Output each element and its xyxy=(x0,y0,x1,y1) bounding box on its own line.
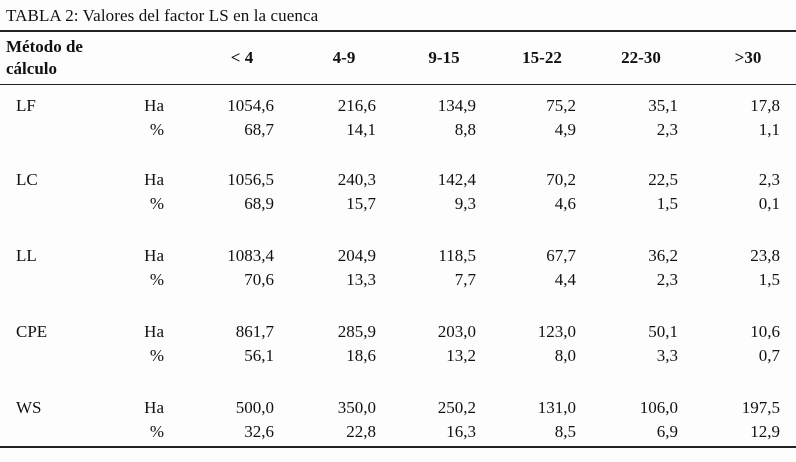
cell-ha-value: 10,6 xyxy=(750,322,780,341)
cell-ha-value: 23,8 xyxy=(750,246,780,265)
cell-percent-value: 68,7 xyxy=(244,120,274,139)
row-method-label: LF xyxy=(16,96,36,115)
row-unit-percent: % xyxy=(149,270,164,289)
row-method-label: LC xyxy=(16,170,38,189)
cell-percent-value: 6,9 xyxy=(656,422,678,441)
cell-ha-value: 67,7 xyxy=(546,246,576,265)
cell-ha-value: 35,1 xyxy=(648,96,678,115)
cell-ha-value: 106,0 xyxy=(639,398,678,417)
cell-percent-value: 1,1 xyxy=(758,120,780,139)
cell-ha-value: 2,3 xyxy=(758,170,780,189)
cell-ha-value: 70,2 xyxy=(546,170,576,189)
cell-percent-value: 2,3 xyxy=(656,270,678,289)
cell-percent-value: 56,1 xyxy=(244,346,274,365)
cell-percent-value: 68,9 xyxy=(244,194,274,213)
table-header-rule xyxy=(0,84,796,85)
cell-percent-value: 1,5 xyxy=(758,270,780,289)
cell-ha-value: 203,0 xyxy=(437,322,476,341)
table-top-rule xyxy=(0,30,796,32)
cell-ha-value: 197,5 xyxy=(741,398,780,417)
method-header-line1: Método de xyxy=(6,37,83,56)
cell-ha-value: 350,0 xyxy=(337,398,376,417)
cell-percent-value: 0,7 xyxy=(758,346,780,365)
cell-ha-value: 250,2 xyxy=(437,398,476,417)
cell-percent-value: 4,6 xyxy=(554,194,576,213)
cell-ha-value: 75,2 xyxy=(546,96,576,115)
cell-percent-value: 32,6 xyxy=(244,422,274,441)
row-unit-ha: Ha xyxy=(144,246,164,265)
cell-percent-value: 18,6 xyxy=(346,346,376,365)
row-method-label: WS xyxy=(16,398,42,417)
row-unit-ha: Ha xyxy=(144,170,164,189)
cell-percent-value: 0,1 xyxy=(758,194,780,213)
cell-percent-value: 13,2 xyxy=(446,346,476,365)
cell-ha-value: 123,0 xyxy=(537,322,576,341)
cell-percent-value: 8,0 xyxy=(554,346,576,365)
cell-percent-value: 70,6 xyxy=(244,270,274,289)
cell-percent-value: 22,8 xyxy=(346,422,376,441)
row-unit-ha: Ha xyxy=(144,322,164,341)
row-unit-percent: % xyxy=(149,120,164,139)
cell-percent-value: 2,3 xyxy=(656,120,678,139)
column-header-9-15: 9-15 xyxy=(428,48,460,67)
cell-percent-value: 13,3 xyxy=(346,270,376,289)
cell-ha-value: 17,8 xyxy=(750,96,780,115)
table-caption: TABLA 2: Valores del factor LS en la cue… xyxy=(6,6,319,25)
cell-percent-value: 8,5 xyxy=(554,422,576,441)
cell-ha-value: 1056,5 xyxy=(227,170,274,189)
row-unit-percent: % xyxy=(149,422,164,441)
cell-ha-value: 142,4 xyxy=(437,170,476,189)
cell-ha-value: 50,1 xyxy=(648,322,678,341)
row-method-label: LL xyxy=(16,246,37,265)
cell-percent-value: 8,8 xyxy=(454,120,476,139)
cell-percent-value: 3,3 xyxy=(656,346,678,365)
cell-percent-value: 4,9 xyxy=(554,120,576,139)
row-method-label: CPE xyxy=(16,322,48,341)
cell-ha-value: 500,0 xyxy=(235,398,274,417)
cell-percent-value: 7,7 xyxy=(454,270,476,289)
column-header-4-9: 4-9 xyxy=(332,48,356,67)
row-unit-percent: % xyxy=(149,194,164,213)
cell-ha-value: 285,9 xyxy=(337,322,376,341)
cell-ha-value: 1054,6 xyxy=(227,96,274,115)
method-header-line2: cálculo xyxy=(6,59,57,78)
cell-percent-value: 9,3 xyxy=(454,194,476,213)
cell-ha-value: 22,5 xyxy=(648,170,678,189)
cell-percent-value: 4,4 xyxy=(554,270,576,289)
column-header-gt30: >30 xyxy=(734,48,762,67)
cell-percent-value: 12,9 xyxy=(750,422,780,441)
cell-percent-value: 1,5 xyxy=(656,194,678,213)
column-header-15-22: 15-22 xyxy=(522,48,562,67)
cell-ha-value: 1083,4 xyxy=(227,246,274,265)
column-header-lt4: < 4 xyxy=(230,48,254,67)
method-column-header: Método de cálculo xyxy=(6,36,83,80)
cell-ha-value: 118,5 xyxy=(438,246,476,265)
cell-percent-value: 14,1 xyxy=(346,120,376,139)
cell-ha-value: 36,2 xyxy=(648,246,678,265)
row-unit-ha: Ha xyxy=(144,398,164,417)
row-unit-ha: Ha xyxy=(144,96,164,115)
cell-ha-value: 240,3 xyxy=(337,170,376,189)
column-header-22-30: 22-30 xyxy=(621,48,661,67)
cell-percent-value: 16,3 xyxy=(446,422,476,441)
cell-percent-value: 15,7 xyxy=(346,194,376,213)
row-unit-percent: % xyxy=(149,346,164,365)
cell-ha-value: 134,9 xyxy=(437,96,476,115)
cell-ha-value: 204,9 xyxy=(337,246,376,265)
cell-ha-value: 861,7 xyxy=(235,322,274,341)
cell-ha-value: 216,6 xyxy=(337,96,376,115)
table-bottom-rule xyxy=(0,446,796,448)
cell-ha-value: 131,0 xyxy=(537,398,576,417)
